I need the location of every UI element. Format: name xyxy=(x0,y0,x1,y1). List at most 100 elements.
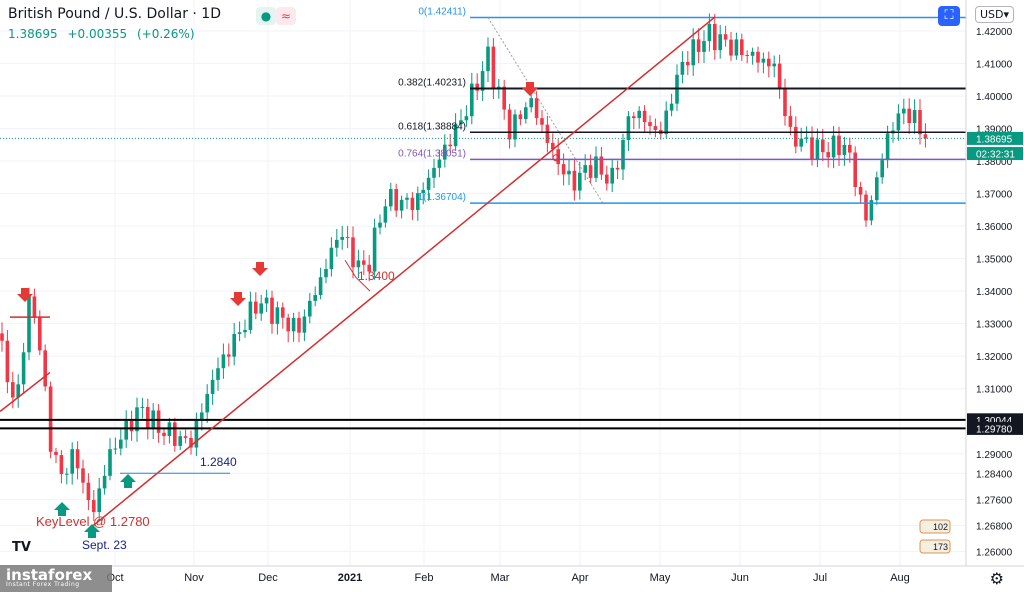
candle-body xyxy=(32,296,37,318)
candle-body xyxy=(443,144,447,160)
price-axis xyxy=(966,0,1024,592)
candle-body xyxy=(896,113,901,131)
candle-body xyxy=(259,303,263,314)
candle-body xyxy=(378,222,382,228)
candle-body xyxy=(691,39,695,66)
candle-body xyxy=(615,167,620,170)
candle-body xyxy=(173,422,177,446)
candle-body xyxy=(572,170,577,191)
candle-body xyxy=(183,436,188,438)
candle-body xyxy=(788,116,793,127)
candle-body xyxy=(189,437,193,448)
candle-body xyxy=(448,144,452,147)
candle-body xyxy=(804,137,809,139)
candle-body xyxy=(227,354,231,357)
candle-body xyxy=(912,110,917,124)
sell-arrow-icon xyxy=(230,292,246,306)
candle-body xyxy=(777,63,782,89)
price-tag xyxy=(967,421,1023,435)
candle-body xyxy=(291,317,296,332)
time-axis-label: 2021 xyxy=(338,572,362,584)
candle-body xyxy=(745,54,749,56)
candle-body xyxy=(410,197,415,210)
price-axis-label: 1.39000 xyxy=(976,124,1013,135)
candle-body xyxy=(551,142,555,150)
event-icon xyxy=(919,539,951,554)
candle-body xyxy=(642,110,647,123)
candle-body xyxy=(610,167,614,184)
candle-body xyxy=(65,473,69,475)
candle-body xyxy=(329,247,334,270)
time-axis-label: May xyxy=(650,572,671,584)
price-axis-label: 1.27600 xyxy=(976,495,1013,506)
candle-body xyxy=(5,340,10,383)
candle-body xyxy=(313,295,317,301)
fib-level-label: 0.618(1.38884) xyxy=(398,121,466,132)
price-axis-label: 1.33000 xyxy=(976,320,1013,331)
annotation-sept23: Sept. 23 xyxy=(82,538,127,552)
candle-body xyxy=(875,177,879,201)
fullscreen-button[interactable]: ⛶ xyxy=(938,6,960,26)
watermark-subtext: Instant Forex Trading xyxy=(6,581,80,588)
currency-selector[interactable]: USD▾ xyxy=(974,6,1014,23)
candle-body xyxy=(464,116,469,121)
candle-body xyxy=(750,51,755,56)
wave-indicator-icon[interactable]: ≈ xyxy=(276,7,296,25)
candle-body xyxy=(810,137,814,160)
symbol-title[interactable]: British Pound / U.S. Dollar · 1D xyxy=(8,6,221,22)
candle-body xyxy=(194,420,199,448)
candle-body xyxy=(885,133,890,161)
trendline-up xyxy=(91,16,716,528)
candle-body xyxy=(21,352,26,385)
candle-body xyxy=(923,134,928,139)
candle-body xyxy=(102,475,107,489)
candle-body xyxy=(734,39,739,56)
buy-arrow-icon xyxy=(54,502,70,516)
candle-body xyxy=(232,333,236,357)
candle-body xyxy=(486,46,490,72)
candle-body xyxy=(907,108,911,124)
candle-body xyxy=(702,41,706,52)
candle-body xyxy=(632,116,636,119)
fib-diagonal xyxy=(487,17,605,206)
candle-body xyxy=(772,63,776,67)
event-icon xyxy=(919,519,951,534)
candle-body xyxy=(669,103,674,111)
candle-body xyxy=(394,189,398,211)
candle-body xyxy=(524,107,528,120)
candle-body xyxy=(264,297,269,304)
candle-body xyxy=(831,135,836,158)
time-axis-label: Dec xyxy=(258,572,278,584)
candle-body xyxy=(210,379,215,394)
candle-body xyxy=(367,264,371,272)
candle-body xyxy=(713,23,717,51)
settings-gear-icon[interactable]: ⚙ xyxy=(989,569,1004,588)
candle-body xyxy=(324,269,328,278)
candle-body xyxy=(237,332,242,334)
candle-body xyxy=(75,449,80,469)
price-tag-label: 02:32:31 xyxy=(976,150,1015,161)
candle-body xyxy=(119,439,123,449)
candle-body xyxy=(27,296,31,353)
pullback-path xyxy=(344,259,371,292)
watermark-backdrop xyxy=(0,565,112,592)
candle-body xyxy=(869,200,874,221)
candle-body xyxy=(129,420,134,432)
candle-body xyxy=(902,108,906,114)
candle-body xyxy=(475,83,479,91)
market-open-icon[interactable]: ● xyxy=(256,7,276,25)
candle-body xyxy=(729,39,733,56)
candle-body xyxy=(491,46,496,88)
annotation-1.3400: 1.3400 xyxy=(358,269,395,283)
price-axis-label: 1.37000 xyxy=(976,190,1013,201)
annotation-1.2840: 1.2840 xyxy=(200,455,237,469)
candle-body xyxy=(653,126,658,131)
candle-body xyxy=(97,488,101,512)
candle-body xyxy=(270,297,274,324)
candle-body xyxy=(842,144,847,155)
candle-body xyxy=(70,449,74,474)
price-axis-label: 1.28400 xyxy=(976,469,1013,480)
change-value: +0.00355 xyxy=(67,27,128,41)
candle-body xyxy=(718,34,722,51)
